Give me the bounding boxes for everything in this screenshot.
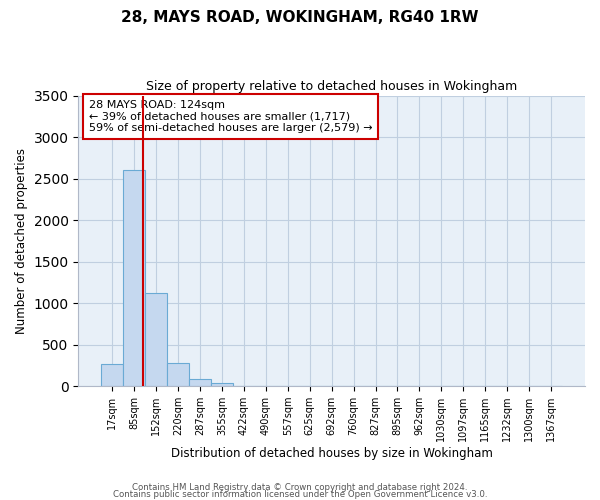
X-axis label: Distribution of detached houses by size in Wokingham: Distribution of detached houses by size … [171,447,493,460]
Text: Contains public sector information licensed under the Open Government Licence v3: Contains public sector information licen… [113,490,487,499]
Text: 28, MAYS ROAD, WOKINGHAM, RG40 1RW: 28, MAYS ROAD, WOKINGHAM, RG40 1RW [121,10,479,25]
Bar [124,170,145,386]
Text: Contains HM Land Registry data © Crown copyright and database right 2024.: Contains HM Land Registry data © Crown c… [132,484,468,492]
Text: 28 MAYS ROAD: 124sqm
← 39% of detached houses are smaller (1,717)
59% of semi-de: 28 MAYS ROAD: 124sqm ← 39% of detached h… [89,100,372,133]
Bar [189,379,211,386]
Bar [211,384,233,386]
Title: Size of property relative to detached houses in Wokingham: Size of property relative to detached ho… [146,80,517,93]
Bar [145,293,167,386]
Y-axis label: Number of detached properties: Number of detached properties [15,148,28,334]
Bar [167,363,189,386]
Bar [101,364,124,386]
